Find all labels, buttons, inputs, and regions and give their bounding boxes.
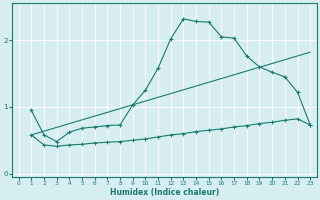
X-axis label: Humidex (Indice chaleur): Humidex (Indice chaleur)	[110, 188, 219, 197]
